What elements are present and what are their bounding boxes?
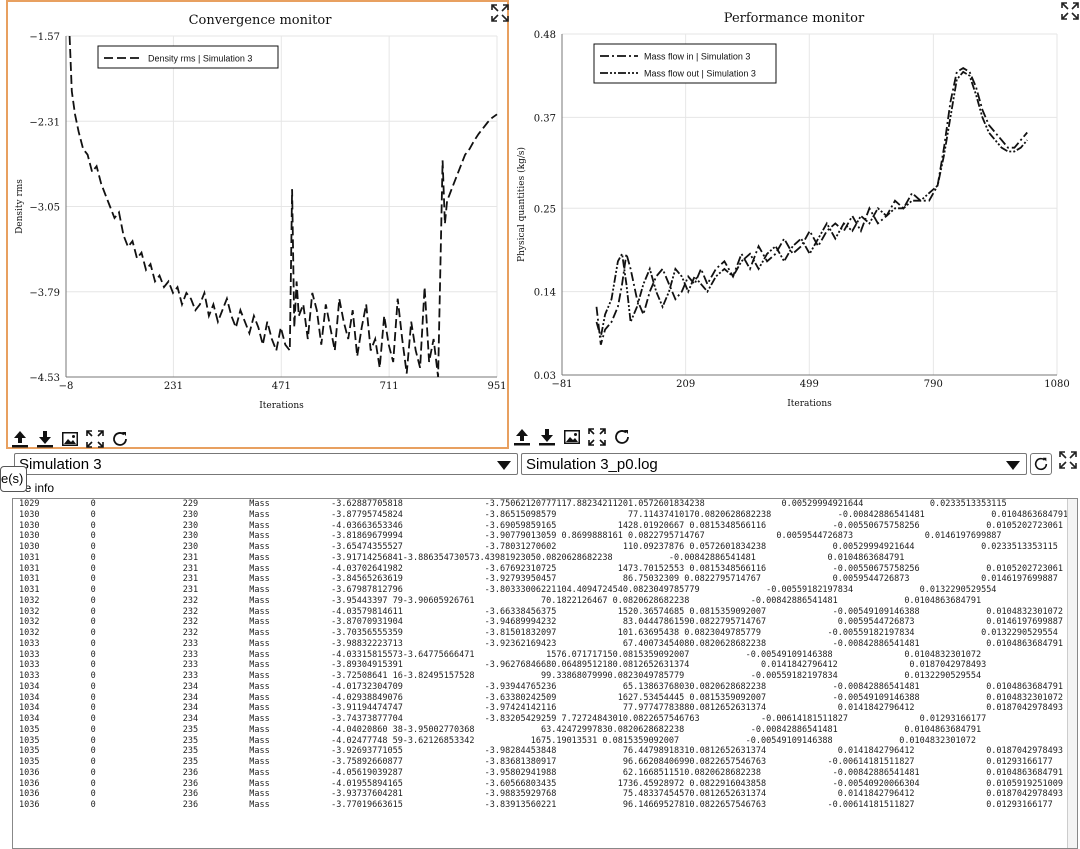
log-line: 1031 0 231 Mass -3.67987812796 -3.803330… <box>19 585 997 595</box>
x-tick-label: 209 <box>676 379 695 390</box>
y-tick-label: 0.03 <box>534 371 556 382</box>
log-line: 1035 0 235 Mass -4.02477748 59-3.6212685… <box>19 735 976 746</box>
convergence-monitor-panel: −8 231 471 711 951 −1.57 −2.31 −3.05 −3.79 −4.53 C… <box>6 0 509 449</box>
y-tick-label: −4.53 <box>29 373 60 384</box>
x-tick-label: −81 <box>551 379 572 390</box>
x-axis-label: Iterations <box>787 399 832 409</box>
log-line: 1035 0 235 Mass -3.92693771055 -3.982844… <box>19 746 1063 757</box>
log-line: 1036 0 236 Mass -4.05619039287 -3.958029… <box>19 767 1063 778</box>
fullscreen-icon[interactable] <box>587 427 607 447</box>
log-line: 1036 0 236 Mass -3.77019663615 -3.839135… <box>19 800 1053 810</box>
upload-icon[interactable] <box>512 427 532 447</box>
series-line <box>595 67 1028 345</box>
log-line: 1034 0 234 Mass -4.01732304709 -3.939447… <box>19 681 1063 692</box>
performance-monitor-chart: −81 209 499 790 1080 0.03 0.14 0.25 0.37 0.48 Perf… <box>516 11 1070 409</box>
log-line: 1034 0 234 Mass -3.74373877704 -3.832054… <box>19 714 987 724</box>
performance-toolbar <box>512 427 632 447</box>
y-tick-label: −2.31 <box>29 117 60 128</box>
y-tick-label: 0.14 <box>534 288 556 299</box>
image-icon[interactable] <box>60 429 80 449</box>
log-line: 1030 0 230 Mass -3.81869679994 -3.907790… <box>19 531 1002 542</box>
legend-label: Mass flow in | Simulation 3 <box>644 52 750 62</box>
expand-chart-icon[interactable] <box>1060 1 1080 21</box>
y-tick-label: 0.37 <box>534 113 556 124</box>
log-line: 1031 0 231 Mass -4.03702641982 -3.676923… <box>19 563 1063 574</box>
log-line: 1033 0 233 Mass -3.98832223713 -3.923621… <box>19 638 1063 649</box>
performance-monitor-panel: −81 209 499 790 1080 0.03 0.14 0.25 0.37 0.48 Perf… <box>511 0 1080 449</box>
chevron-down-icon <box>1006 461 1020 470</box>
x-tick-label: 790 <box>924 379 943 390</box>
log-line: 1033 0 233 Mass -4.03315815573-3.6477566… <box>19 649 982 660</box>
log-line: 1032 0 232 Mass -3.95443397 79-3.9060592… <box>19 595 982 606</box>
refresh-icon <box>1034 457 1048 471</box>
legend-label: Mass flow out | Simulation 3 <box>644 69 756 79</box>
log-line: 1036 0 236 Mass -3.93737604281 -3.988359… <box>19 789 1063 800</box>
chart-title: Convergence monitor <box>189 13 333 28</box>
log-line: 1035 0 235 Mass -3.75892660877 -3.836813… <box>19 757 1053 767</box>
y-tick-label: 0.25 <box>534 204 556 215</box>
log-line: 1032 0 232 Mass -3.87070931904 -3.946899… <box>19 617 1063 628</box>
download-icon[interactable] <box>537 427 557 447</box>
tooltip-fragment: e(s) <box>0 466 28 492</box>
legend-box <box>97 45 279 69</box>
y-tick-label: −1.57 <box>29 32 60 43</box>
expand-chart-icon[interactable] <box>490 3 510 23</box>
y-axis-label: Physical quantities (kg/s) <box>516 147 527 262</box>
chart-title: Performance monitor <box>724 11 865 26</box>
log-line: 1031 0 231 Mass -3.91714256841-3.8863547… <box>19 552 905 563</box>
log-line: 1030 0 230 Mass -3.87795745824 -3.865150… <box>19 509 1069 520</box>
y-tick-label: 0.48 <box>534 30 556 41</box>
x-tick-label: 1080 <box>1044 379 1069 390</box>
log-line: 1029 0 229 Mass -3.62887705818 -3.750621… <box>19 499 1007 509</box>
upload-icon[interactable] <box>10 429 30 449</box>
log-line: 1036 0 236 Mass -4.01955894165 -3.605668… <box>19 778 1063 789</box>
log-line: 1033 0 233 Mass -3.72508641 16-3.8249515… <box>19 671 982 681</box>
image-icon[interactable] <box>562 427 582 447</box>
legend-box <box>593 43 777 84</box>
x-tick-label: −8 <box>59 381 74 392</box>
chevron-down-icon <box>497 461 511 470</box>
refresh-icon[interactable] <box>612 427 632 447</box>
x-tick-label: 471 <box>272 381 291 392</box>
download-icon[interactable] <box>35 429 55 449</box>
x-tick-label: 499 <box>800 379 819 390</box>
expand-log-icon[interactable] <box>1058 450 1078 470</box>
log-line: 1031 0 231 Mass -3.84565263619 -3.927939… <box>19 574 1058 585</box>
log-line: 1032 0 232 Mass -4.03579814611 -3.663384… <box>19 606 1063 617</box>
selector-row: Simulation 3 Simulation 3_p0.log <box>0 450 1080 477</box>
log-line: 1035 0 235 Mass -4.04020860 38-3.9500277… <box>19 724 982 735</box>
x-axis-label: Iterations <box>259 401 304 411</box>
log-line: 1033 0 233 Mass -3.89304915391 -3.962768… <box>19 660 987 671</box>
log-line: 1032 0 232 Mass -3.70356555359 -3.815018… <box>19 628 1058 638</box>
simulation-select-value: Simulation 3 <box>19 456 102 473</box>
refresh-log-button[interactable] <box>1030 453 1052 475</box>
convergence-monitor-chart: −8 231 471 711 951 −1.57 −2.31 −3.05 −3.79 −4.53 C… <box>15 13 507 411</box>
log-line: 1030 0 230 Mass -3.65474355527 -3.780312… <box>19 542 1058 552</box>
log-line: 1030 0 230 Mass -4.03663653346 -3.690598… <box>19 520 1063 531</box>
x-tick-label: 231 <box>164 381 183 392</box>
simulation-select[interactable]: Simulation 3 <box>14 453 518 475</box>
y-tick-label: −3.05 <box>29 203 60 214</box>
log-content: 1029 0 229 Mass -3.62887705818 -3.750621… <box>13 499 1077 811</box>
convergence-toolbar <box>10 429 130 449</box>
y-axis-label: Density rms <box>15 179 25 234</box>
series-line <box>68 35 498 378</box>
log-line: 1034 0 234 Mass -3.91194474747 -3.974241… <box>19 703 1063 714</box>
x-tick-label: 711 <box>380 381 399 392</box>
legend-label: Density rms | Simulation 3 <box>148 54 252 64</box>
refresh-icon[interactable] <box>110 429 130 449</box>
logfile-select-value: Simulation 3_p0.log <box>526 456 658 473</box>
logfile-select[interactable]: Simulation 3_p0.log <box>521 453 1027 475</box>
log-viewer[interactable]: 1029 0 229 Mass -3.62887705818 -3.750621… <box>12 498 1078 849</box>
x-tick-label: 951 <box>487 381 506 392</box>
fullscreen-icon[interactable] <box>85 429 105 449</box>
log-line: 1034 0 234 Mass -4.02938849076 -3.633802… <box>19 692 1063 703</box>
y-tick-label: −3.79 <box>29 288 60 299</box>
log-scrollbar[interactable] <box>1067 499 1077 848</box>
series-line <box>595 70 1028 338</box>
